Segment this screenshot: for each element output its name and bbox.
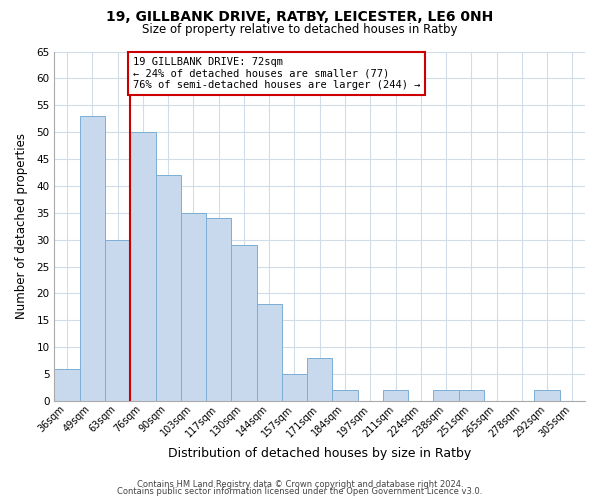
Bar bbox=[155, 175, 181, 401]
Text: 19 GILLBANK DRIVE: 72sqm
← 24% of detached houses are smaller (77)
76% of semi-d: 19 GILLBANK DRIVE: 72sqm ← 24% of detach… bbox=[133, 57, 420, 90]
Bar bbox=[130, 132, 155, 401]
Text: Contains HM Land Registry data © Crown copyright and database right 2024.: Contains HM Land Registry data © Crown c… bbox=[137, 480, 463, 489]
Bar bbox=[181, 213, 206, 401]
Text: 19, GILLBANK DRIVE, RATBY, LEICESTER, LE6 0NH: 19, GILLBANK DRIVE, RATBY, LEICESTER, LE… bbox=[106, 10, 494, 24]
Bar bbox=[433, 390, 458, 401]
Bar bbox=[458, 390, 484, 401]
Bar bbox=[231, 245, 257, 401]
Y-axis label: Number of detached properties: Number of detached properties bbox=[15, 133, 28, 319]
Text: Contains public sector information licensed under the Open Government Licence v3: Contains public sector information licen… bbox=[118, 487, 482, 496]
Bar bbox=[535, 390, 560, 401]
Bar bbox=[80, 116, 105, 401]
Bar bbox=[105, 240, 130, 401]
Bar bbox=[257, 304, 282, 401]
Bar bbox=[383, 390, 408, 401]
Bar bbox=[307, 358, 332, 401]
Bar bbox=[332, 390, 358, 401]
Bar bbox=[55, 368, 80, 401]
Bar bbox=[282, 374, 307, 401]
Bar bbox=[206, 218, 231, 401]
Text: Size of property relative to detached houses in Ratby: Size of property relative to detached ho… bbox=[142, 22, 458, 36]
X-axis label: Distribution of detached houses by size in Ratby: Distribution of detached houses by size … bbox=[168, 447, 472, 460]
